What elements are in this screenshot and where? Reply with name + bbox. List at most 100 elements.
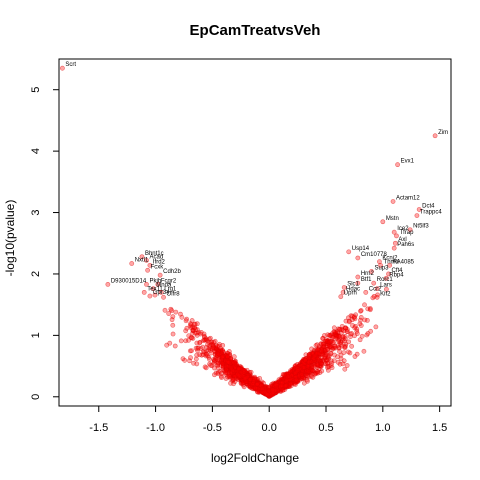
x-tick-label: 0.0	[262, 422, 277, 434]
data-point	[325, 332, 331, 338]
y-tick-label: 4	[30, 148, 42, 154]
data-point	[295, 368, 301, 373]
data-point	[359, 333, 365, 339]
data-point	[173, 309, 179, 315]
data-point	[170, 322, 176, 328]
labeled-data-point	[355, 255, 361, 261]
data-point	[370, 295, 376, 301]
data-point	[215, 351, 221, 356]
labeled-data-point	[432, 133, 438, 139]
data-point	[206, 336, 212, 342]
x-tick-label: 1.0	[375, 422, 390, 434]
data-point	[346, 319, 352, 325]
data-point	[228, 365, 234, 371]
data-point	[184, 325, 190, 331]
labeled-data-point	[391, 245, 397, 251]
data-point	[288, 368, 293, 374]
data-point	[367, 307, 373, 313]
gene-label: Tfrap	[399, 230, 414, 236]
x-axis-label: log2FoldChange	[211, 451, 299, 465]
y-axis: 0 1 2 3 4 5	[30, 87, 60, 400]
data-point	[352, 325, 358, 331]
data-point	[319, 368, 325, 374]
labeled-data-point	[374, 294, 380, 300]
data-point	[178, 311, 183, 317]
data-point	[349, 343, 355, 349]
data-point	[342, 338, 347, 344]
data-point	[164, 342, 170, 348]
data-point	[358, 308, 364, 313]
gene-label: AA4085	[393, 259, 415, 265]
data-point	[340, 361, 346, 367]
data-point	[206, 340, 212, 346]
gene-label: Nxtl1	[135, 258, 149, 264]
data-point	[336, 334, 342, 339]
data-point	[285, 374, 291, 380]
data-point	[345, 349, 351, 355]
gene-label: Lars	[380, 283, 392, 289]
data-point	[331, 325, 337, 331]
gene-label: Hrn2	[361, 271, 375, 277]
data-point	[352, 354, 358, 359]
y-tick-label: 3	[30, 209, 42, 215]
data-point	[236, 372, 242, 378]
x-tick-label: 1.5	[432, 422, 447, 434]
data-point	[361, 348, 367, 354]
data-point	[236, 365, 242, 371]
labeled-data-point	[161, 294, 166, 300]
gene-label: Actam12	[396, 195, 420, 201]
labeled-data-point	[157, 272, 163, 278]
data-point	[283, 383, 289, 389]
data-point	[338, 340, 344, 346]
data-point	[226, 349, 232, 354]
data-point	[362, 302, 367, 308]
data-point	[192, 330, 198, 336]
data-point	[314, 342, 320, 348]
data-point	[172, 343, 178, 349]
labeled-data-point	[371, 280, 377, 286]
gene-label: D930015D14	[111, 278, 147, 284]
data-point	[162, 307, 168, 313]
data-point	[342, 366, 348, 372]
data-point	[301, 380, 307, 386]
gene-label: Mstn	[386, 216, 399, 222]
gene-label: Trappc4	[420, 210, 442, 216]
data-point	[188, 321, 193, 327]
data-point	[215, 357, 221, 363]
data-point	[231, 354, 237, 360]
data-point	[217, 369, 223, 374]
data-point	[230, 376, 236, 382]
data-point	[194, 321, 200, 327]
gene-label: Cdh2b	[163, 269, 181, 275]
x-axis: -1.5 -1.0 -0.5 0.0 0.5 1.0 1.5	[89, 405, 447, 434]
data-point	[223, 371, 229, 377]
data-point	[186, 337, 191, 343]
data-point	[302, 357, 308, 363]
data-point	[299, 371, 305, 377]
data-point	[193, 356, 199, 362]
data-point	[224, 363, 229, 369]
data-point	[309, 346, 314, 352]
data-point	[211, 339, 217, 345]
data-point	[307, 352, 312, 357]
data-point	[348, 334, 353, 340]
data-point	[191, 325, 197, 331]
data-point	[292, 382, 298, 387]
data-point	[308, 372, 314, 378]
data-point	[201, 331, 207, 337]
labeled-data-point	[390, 199, 396, 204]
data-point	[197, 339, 203, 345]
data-point	[208, 362, 213, 368]
data-point	[329, 335, 335, 340]
data-point	[338, 356, 344, 362]
data-point	[328, 351, 334, 356]
labeled-data-point	[414, 213, 420, 219]
data-point	[198, 346, 204, 351]
labeled-data-point	[141, 289, 147, 295]
data-point	[228, 380, 233, 386]
data-point	[225, 354, 230, 359]
data-point	[305, 369, 311, 374]
data-point	[327, 344, 333, 350]
data-point	[265, 392, 271, 398]
